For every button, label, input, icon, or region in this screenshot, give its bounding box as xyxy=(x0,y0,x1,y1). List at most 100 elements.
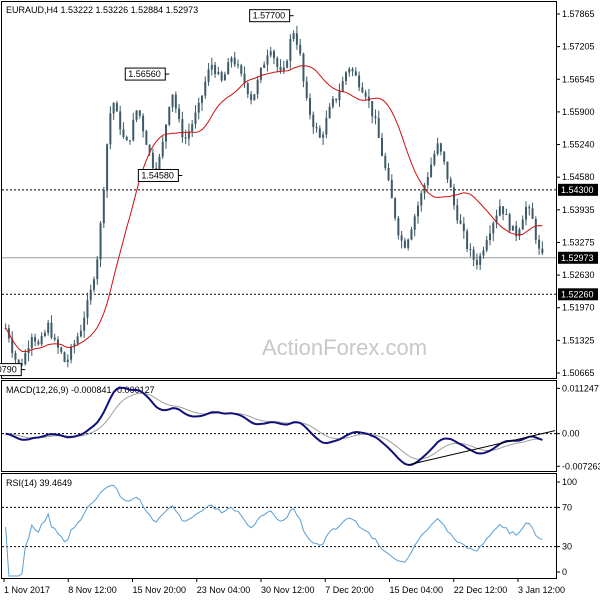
rsi-y-tick-label: 0 xyxy=(562,567,567,577)
candle-body xyxy=(531,208,534,219)
candle-body xyxy=(312,114,315,128)
price-level-tag xyxy=(558,288,598,301)
candle-body xyxy=(135,110,138,120)
candle-body xyxy=(34,337,37,342)
candle-body xyxy=(50,322,53,338)
candle-body xyxy=(138,110,141,116)
macd-trendline xyxy=(408,430,556,466)
candle-body xyxy=(47,322,50,333)
price-y-axis: 1.57865 1.57205 1.56545 1.55900 1.55240 1.545… xyxy=(556,9,595,378)
candle-body xyxy=(417,205,419,217)
candle-body xyxy=(328,106,331,119)
candle-body xyxy=(66,359,69,362)
candle-body xyxy=(204,81,207,96)
candle-body xyxy=(43,332,46,336)
price-levels xyxy=(2,189,556,295)
x-tick-label: 15 Dec 04:00 xyxy=(390,585,444,595)
candle-body xyxy=(197,102,200,113)
candle-body xyxy=(207,69,210,82)
candle-body xyxy=(371,101,374,117)
x-tick-label: 8 Nov 12:00 xyxy=(68,585,117,595)
candle-body xyxy=(325,118,328,135)
candle-body xyxy=(390,180,393,199)
candle-body xyxy=(60,347,63,353)
candle-body xyxy=(534,218,537,240)
candle-body xyxy=(384,155,387,168)
candle-body xyxy=(309,98,311,115)
watermark: ActionForex.com xyxy=(262,335,427,360)
candle-body xyxy=(63,352,66,362)
candle-body xyxy=(426,176,429,186)
candle-body xyxy=(269,51,272,56)
candle-body xyxy=(502,206,505,215)
price-level-tag xyxy=(558,251,598,264)
macd-panel-frame xyxy=(1,380,557,472)
price-level-tag-label: 1.52260 xyxy=(561,289,594,299)
price-annotation-label: 1.50790 xyxy=(0,365,17,375)
candle-body xyxy=(109,113,112,145)
candle-body xyxy=(453,187,455,206)
candle-body xyxy=(276,58,279,67)
candle-body xyxy=(459,220,462,224)
candle-body xyxy=(521,219,524,230)
candle-body xyxy=(112,103,115,114)
candle-body xyxy=(37,341,40,345)
candle-body xyxy=(201,95,203,103)
candle-body xyxy=(358,75,361,88)
x-tick-label: 1 Nov 2017 xyxy=(4,585,50,595)
x-tick-label: 7 Dec 20:00 xyxy=(325,585,374,595)
macd-line xyxy=(5,386,543,466)
candle-body xyxy=(263,64,266,68)
candle-body xyxy=(40,335,43,345)
candle-body xyxy=(70,346,73,360)
candle-body xyxy=(525,207,527,220)
candle-body xyxy=(145,131,148,145)
candle-body xyxy=(289,38,292,61)
candle-body xyxy=(102,189,105,224)
price-panel-title: EURAUD,H4 1.53222 1.53226 1.52884 1.5297… xyxy=(6,5,198,15)
candle-body xyxy=(250,94,253,101)
candle-body xyxy=(475,259,478,265)
candle-body xyxy=(387,167,390,181)
candle-body xyxy=(187,131,190,139)
price-y-tick-label: 1.54580 xyxy=(562,172,595,182)
candle-body xyxy=(73,343,76,347)
candle-body xyxy=(348,68,351,73)
candle-body xyxy=(53,337,56,340)
rsi-panel-title: RSI(14) 39.4649 xyxy=(6,478,72,488)
candle-body xyxy=(230,57,233,63)
price-y-tick-label: 1.50665 xyxy=(562,368,595,378)
x-tick-label: 15 Nov 20:00 xyxy=(133,585,187,595)
price-y-tick-label: 1.51325 xyxy=(562,335,595,345)
candle-body xyxy=(420,193,423,206)
candle-body xyxy=(129,140,131,142)
candle-body xyxy=(253,94,256,101)
candle-body xyxy=(96,259,99,280)
price-y-tick-label: 1.56545 xyxy=(562,74,595,84)
candle-body xyxy=(479,255,482,265)
candle-body xyxy=(456,205,459,221)
candle-body xyxy=(341,81,344,92)
candle-body xyxy=(515,225,518,237)
candle-body xyxy=(237,64,239,66)
candle-body xyxy=(142,115,145,132)
candle-body xyxy=(214,64,217,75)
candle-body xyxy=(286,60,289,68)
candle-body xyxy=(397,218,400,236)
x-tick-label: 30 Nov 12:00 xyxy=(261,585,315,595)
candle-body xyxy=(125,136,128,141)
candle-body xyxy=(233,57,236,65)
candle-body xyxy=(83,317,86,331)
candle-body xyxy=(292,33,295,39)
candle-body xyxy=(436,143,439,155)
price-level-tag xyxy=(558,183,598,196)
rsi-y-tick-label: 100 xyxy=(562,477,577,487)
price-level-tag-label: 1.52973 xyxy=(561,253,594,263)
x-tick-label: 23 Nov 04:00 xyxy=(197,585,251,595)
x-axis: 1 Nov 2017 8 Nov 12:00 15 Nov 20:00 23 Nov … xyxy=(3,578,565,595)
candle-body xyxy=(381,137,383,156)
candle-body xyxy=(217,72,220,75)
candle-body xyxy=(302,53,305,82)
candle-body xyxy=(132,119,135,141)
